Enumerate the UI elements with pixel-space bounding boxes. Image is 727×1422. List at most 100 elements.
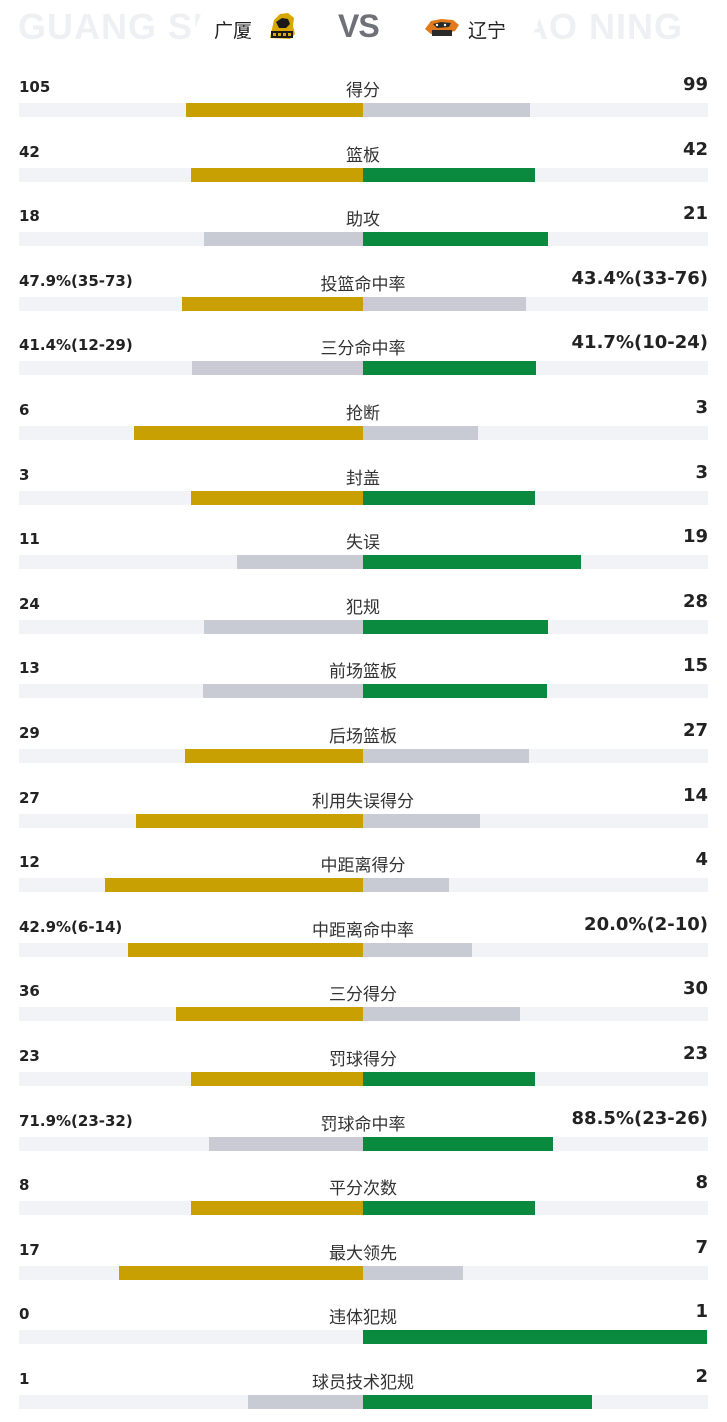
away-bar [363,490,535,505]
stat-row: 24 犯规 28 [0,583,727,647]
away-value: 20.0%(2-10) [584,913,708,935]
away-bar [363,296,527,311]
stat-label: 犯规 [346,597,380,618]
home-bg-watermark: GUANG SH [18,6,221,47]
stat-row: 13 前场篮板 15 [0,647,727,711]
stat-label: 篮板 [346,145,380,166]
away-bar [363,1265,464,1280]
home-value: 47.9%(35-73) [19,271,133,290]
home-bar [203,684,363,699]
away-value: 8 [695,1172,708,1194]
stat-label: 平分次数 [329,1179,397,1200]
away-bar [363,813,481,828]
home-value: 105 [19,78,51,96]
stat-row: 1 球员技术犯规 2 [0,1358,727,1422]
away-value: 3 [695,397,708,418]
stat-row: 8 平分次数 8 [0,1164,727,1228]
away-team-name: 辽宁 [468,20,507,42]
stat-label: 三分得分 [329,985,397,1006]
away-value: 30 [682,978,708,1000]
away-value: 14 [682,784,708,806]
stat-label: 助攻 [346,210,380,231]
away-value: 15 [682,655,708,677]
away-bar [363,167,535,182]
home-value: 6 [19,401,30,419]
stat-row: 3 封盖 3 [0,454,727,518]
home-value: 1 [19,1370,30,1388]
home-bar [184,749,363,763]
away-value: 7 [695,1236,708,1258]
stat-row: 18 助攻 21 [0,195,727,259]
home-value: 13 [19,659,40,678]
away-bar [363,426,478,440]
home-bar [136,813,363,828]
stat-row: 105 得分 99 [0,66,727,130]
home-team-name: 广厦 [214,20,253,42]
away-value: 19 [682,526,708,548]
stat-row: 23 罚球得分 23 [0,1035,727,1099]
away-bar [363,1201,535,1216]
home-bar [204,619,363,634]
home-value: 42 [19,142,40,161]
away-bar [363,749,529,763]
stat-label: 封盖 [346,468,380,489]
away-value: 88.5%(23-26) [571,1107,708,1129]
home-bar [204,232,363,247]
vs-label: VS [338,8,380,44]
stat-label: 中距离命中率 [312,920,414,941]
home-bar [105,878,363,893]
home-bar [191,1201,363,1216]
stat-row: 71.9%(23-32) 罚球命中率 88.5%(23-26) [0,1100,727,1164]
home-value: 41.4%(12-29) [19,336,133,355]
away-bar [363,1007,520,1022]
stat-label: 抢断 [346,404,380,424]
home-value: 17 [19,1240,40,1259]
stat-row: 41.4%(12-29) 三分命中率 41.7%(10-24) [0,324,727,388]
home-value: 0 [19,1305,30,1324]
away-bar [363,942,473,957]
stat-label: 违体犯规 [329,1308,397,1329]
stat-row: 42 篮板 42 [0,131,727,195]
away-bar [363,1330,707,1345]
away-value: 1 [695,1301,708,1323]
away-bar [363,555,581,570]
stat-label: 中距离得分 [320,856,406,877]
home-bar [119,1265,363,1280]
away-bar [363,1136,553,1151]
home-value: 36 [19,982,40,1001]
home-value: 27 [19,788,40,807]
stat-row: 27 利用失误得分 14 [0,777,727,841]
stat-label: 罚球命中率 [320,1114,406,1135]
away-value: 42 [682,138,708,160]
stat-label: 后场篮板 [329,727,397,747]
away-value: 27 [682,720,708,741]
home-value: 18 [19,207,40,226]
away-value: 28 [682,590,708,612]
away-value: 2 [695,1366,708,1387]
stat-row: 17 最大领先 7 [0,1229,727,1293]
home-value: 42.9%(6-14) [19,917,123,936]
match-header: GUANG SH LIAO NING 广厦 VS 辽宁 [0,0,727,58]
away-panel [383,0,547,58]
home-value: 11 [19,530,40,549]
home-value: 29 [19,724,40,742]
stat-label: 投篮命中率 [320,274,406,295]
away-bar [363,361,536,376]
home-bar [133,426,363,440]
away-bar [363,232,549,247]
stat-label: 前场篮板 [329,662,397,683]
stat-label: 最大领先 [329,1243,397,1264]
home-value: 3 [19,465,30,484]
home-bar [175,1007,363,1022]
stat-row: 6 抢断 3 [0,389,727,453]
home-bar [248,1395,363,1409]
stat-row: 0 违体犯规 1 [0,1293,727,1357]
away-bar [363,1395,593,1409]
home-bar [191,490,363,505]
home-value: 23 [19,1047,40,1065]
home-bar [191,167,363,182]
away-value: 4 [695,849,708,871]
home-value: 24 [19,594,40,613]
stat-row: 47.9%(35-73) 投篮命中率 43.4%(33-76) [0,260,727,324]
away-value: 21 [682,203,708,225]
